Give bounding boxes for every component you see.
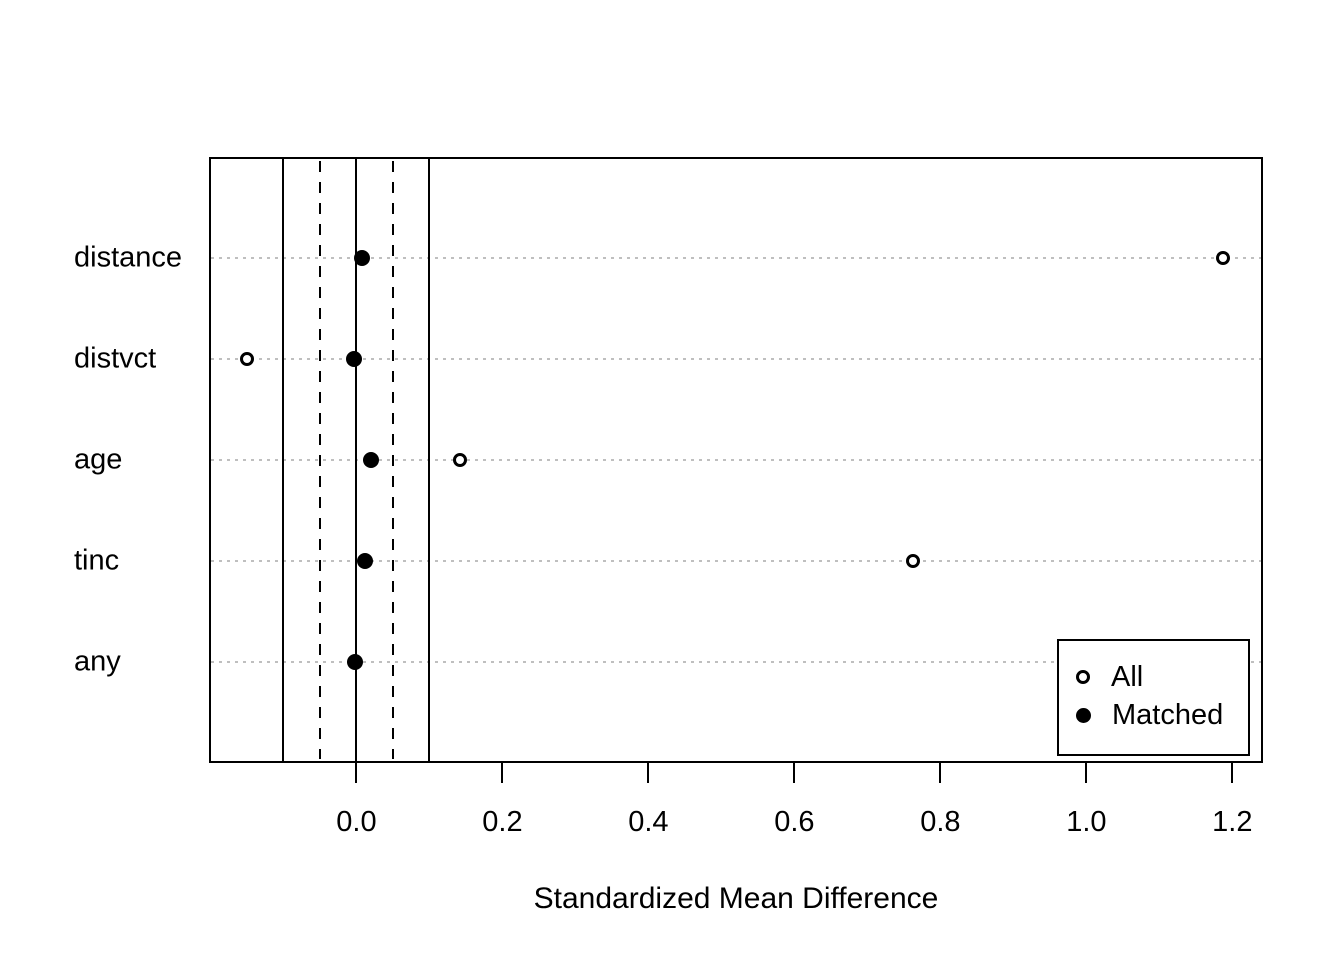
x-tick-label-0.2: 0.2: [482, 806, 523, 838]
legend: All Matched: [1057, 639, 1250, 756]
x-tick-label-1.2: 1.2: [1212, 806, 1253, 838]
y-axis-label-distvct: distvct: [74, 342, 157, 375]
legend-label-all: All: [1111, 660, 1144, 693]
data-point-all-distance: [1215, 251, 1230, 265]
x-tick-label-0.4: 0.4: [628, 806, 669, 838]
gridline-any: [211, 661, 1261, 663]
gridline-age: [211, 459, 1261, 461]
x-tick-label-1.0: 1.0: [1066, 806, 1107, 838]
y-axis-label-distance: distance: [74, 241, 183, 274]
x-tick-mark-0.4: [647, 763, 650, 783]
legend-entry-matched: Matched: [1076, 696, 1248, 734]
x-tick-mark-0.0: [355, 763, 358, 783]
open-circle-icon: [1076, 670, 1090, 684]
x-tick-mark-0.8: [939, 763, 942, 783]
reference-line-dashed-0.05: [391, 161, 394, 759]
data-point-matched-age: [363, 452, 380, 468]
data-point-matched-distance: [354, 250, 371, 266]
gridline-tinc: [211, 560, 1261, 562]
reference-line-solid-0.1: [428, 157, 431, 763]
data-point-all-distvct: [239, 352, 254, 366]
x-tick-label-0.6: 0.6: [774, 806, 815, 838]
x-tick-mark-0.6: [793, 763, 796, 783]
reference-line-dashed--0.05: [318, 161, 321, 759]
x-tick-mark-1.2: [1231, 763, 1234, 783]
gridline-distvct: [211, 358, 1261, 360]
x-tick-mark-1.0: [1085, 763, 1088, 783]
y-axis-label-tinc: tinc: [74, 544, 120, 577]
data-point-all-tinc: [905, 554, 920, 568]
data-point-matched-tinc: [357, 553, 374, 569]
y-axis-label-any: any: [74, 645, 121, 678]
legend-label-matched: Matched: [1112, 698, 1224, 731]
legend-entry-all: All: [1076, 658, 1248, 696]
data-point-matched-distvct: [345, 351, 362, 367]
reference-line-solid-0: [355, 157, 358, 763]
gridline-distance: [211, 257, 1261, 259]
reference-line-solid--0.1: [282, 157, 285, 763]
x-tick-label-0.0: 0.0: [336, 806, 377, 838]
x-tick-mark-0.2: [501, 763, 504, 783]
data-point-all-age: [453, 453, 468, 467]
y-axis-label-age: age: [74, 443, 123, 476]
x-tick-label-0.8: 0.8: [920, 806, 961, 838]
plot-area: [209, 157, 1263, 763]
data-point-matched-any: [346, 654, 363, 670]
x-axis-title: Standardized Mean Difference: [533, 882, 939, 915]
filled-circle-icon: [1076, 707, 1091, 723]
